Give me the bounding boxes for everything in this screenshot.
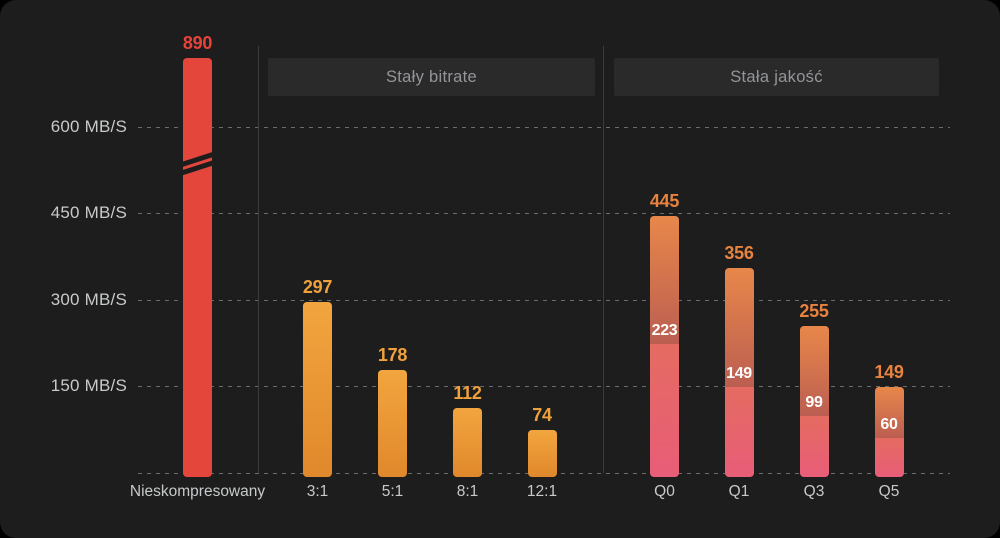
x-axis-label-3:1: 3:1 xyxy=(306,483,329,500)
bar-value-label: 149 xyxy=(874,362,904,383)
bar-value-label: 74 xyxy=(532,405,552,426)
bar-value-label: 112 xyxy=(453,383,482,404)
bar-value-label: 445 xyxy=(649,191,680,212)
bar-upper-segment xyxy=(724,267,754,388)
bar-Q1: 149 xyxy=(724,267,754,477)
y-axis-label: 150 MB/S xyxy=(50,376,127,396)
bar-lower-segment xyxy=(650,344,679,477)
gridline-300 xyxy=(138,299,950,301)
bar-Q0: 223 xyxy=(650,216,679,477)
bar-value-label: 178 xyxy=(377,345,408,366)
gridline-450 xyxy=(138,213,950,215)
x-axis-label-Q5: Q5 xyxy=(878,483,900,500)
x-axis-label-8:1: 8:1 xyxy=(456,483,479,500)
section-header-constant-bitrate: Stały bitrate xyxy=(268,58,595,96)
gridline-600 xyxy=(138,126,950,128)
x-axis-label-5:1: 5:1 xyxy=(381,483,404,500)
bar-inner-value-label: 99 xyxy=(805,393,823,411)
bar-upper-segment xyxy=(799,325,829,416)
section-header-constant-quality: Stała jakość xyxy=(614,58,939,96)
bar-value-label: 297 xyxy=(302,276,333,297)
bar-lower-segment xyxy=(799,415,829,477)
bar-inner-value-label: 60 xyxy=(880,416,898,434)
x-axis-label-Q0: Q0 xyxy=(654,483,675,500)
bar-value-label: 890 xyxy=(182,33,213,53)
gridline-150 xyxy=(138,386,950,388)
bar-upper-segment xyxy=(874,387,904,439)
section-separator-1 xyxy=(258,46,259,473)
bar-12:1 xyxy=(527,430,557,477)
y-axis-label: 450 MB/S xyxy=(50,203,127,223)
bar-inner-value-label: 149 xyxy=(726,365,752,383)
bar-Q5: 60 xyxy=(874,387,904,477)
bar-lower-segment xyxy=(874,438,904,477)
x-axis-label-Q1: Q1 xyxy=(728,483,750,500)
x-axis-label-Nieskompresowany: Nieskompresowany xyxy=(129,483,266,500)
bar-8:1 xyxy=(453,408,482,477)
x-axis-label-Q3: Q3 xyxy=(803,483,825,500)
bar-5:1 xyxy=(378,370,407,477)
bar-inner-value-label: 223 xyxy=(651,322,678,340)
bar-upper-segment xyxy=(650,216,679,345)
bar-Nieskompresowany xyxy=(183,58,212,477)
bar-Q3: 99 xyxy=(799,325,829,477)
bar-value-label: 356 xyxy=(724,242,754,263)
bar-lower-segment xyxy=(724,387,754,477)
section-separator-2 xyxy=(603,46,604,473)
bar-3:1 xyxy=(303,301,332,477)
y-axis-label: 300 MB/S xyxy=(50,289,127,309)
x-axis-label-12:1: 12:1 xyxy=(526,483,558,500)
y-axis-label: 600 MB/S xyxy=(50,116,127,136)
bar-value-label: 255 xyxy=(799,300,829,321)
